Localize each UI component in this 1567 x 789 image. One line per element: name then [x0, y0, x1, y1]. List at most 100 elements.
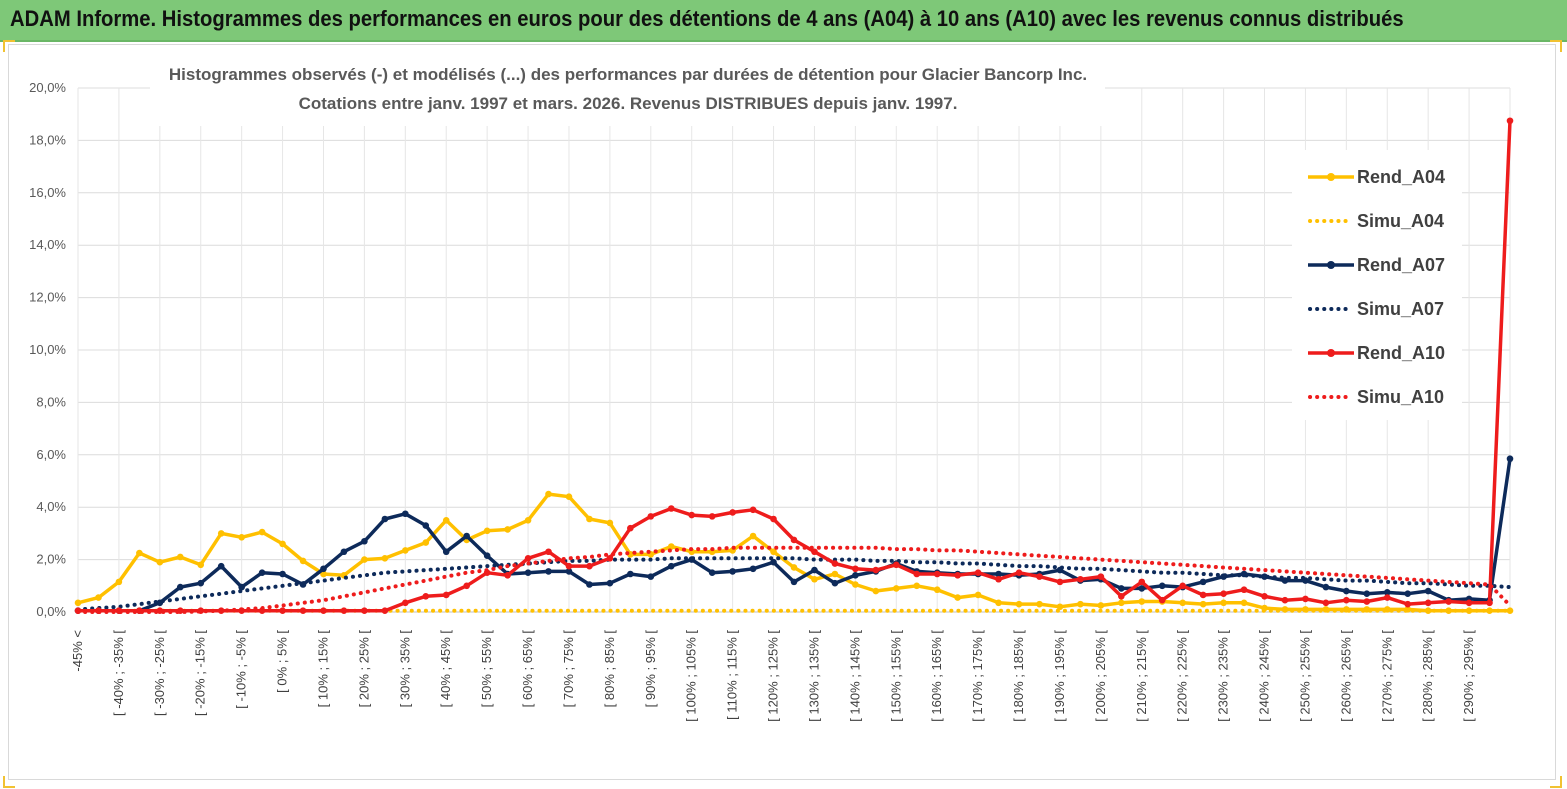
x-tick-label: [ -10% ; -5% [ [234, 630, 249, 709]
data-point-rend-a07 [381, 515, 389, 523]
legend-background [1292, 150, 1462, 420]
data-point-rend-a04 [279, 540, 286, 548]
y-tick-label: 2,0% [36, 552, 66, 567]
data-point-rend-a04 [913, 582, 921, 590]
data-point-rend-a07 [729, 568, 736, 575]
data-point-rend-a07 [770, 558, 777, 566]
frame-corner-bottom-right [1550, 776, 1562, 788]
data-point-rend-a04 [1036, 600, 1043, 608]
x-tick-label: [ 190% ; 195% [ [1052, 630, 1067, 722]
y-tick-label: 12,0% [29, 290, 66, 305]
data-point-rend-a04 [586, 515, 593, 523]
data-point-rend-a04 [1199, 600, 1207, 608]
data-point-rend-a07 [749, 565, 757, 573]
data-point-rend-a07 [340, 548, 348, 556]
data-point-rend-a10 [627, 524, 634, 532]
data-point-rend-a07 [320, 565, 327, 573]
data-point-rend-a04 [483, 527, 491, 535]
data-point-rend-a04 [1179, 599, 1186, 607]
data-point-rend-a10 [667, 505, 675, 512]
subtitle-background [150, 58, 1105, 126]
x-tick-label: [ 90% ; 95% [ [643, 630, 658, 708]
data-point-rend-a04 [197, 561, 205, 569]
data-point-rend-a10 [545, 548, 552, 556]
legend-marker-rend-a10 [1327, 349, 1335, 357]
data-point-rend-a07 [1322, 583, 1330, 591]
data-point-rend-a10 [504, 572, 511, 579]
chart-subtitle-line2: Cotations entre janv. 1997 et mars. 2026… [299, 94, 958, 113]
legend-label-rend-a10: Rend_A10 [1357, 343, 1445, 363]
y-axis: 0,0% 2,0% 4,0% 6,0% 8,0% 10,0% 12,0% 14,0% 16,0%… [29, 80, 66, 619]
data-point-rend-a04 [770, 548, 777, 556]
data-point-rend-a10 [1363, 598, 1371, 605]
x-tick-label: [ -20% ; -15% [ [193, 630, 208, 716]
data-point-rend-a04 [442, 517, 450, 524]
x-tick-label: [ 20% ; 25% [ [356, 630, 371, 708]
data-point-rend-a04 [136, 549, 143, 557]
data-point-rend-a04 [1220, 599, 1227, 607]
legend-label-simu-a07: Simu_A07 [1357, 299, 1444, 319]
data-point-rend-a07 [1343, 587, 1350, 595]
data-point-rend-a07 [1404, 590, 1412, 597]
data-point-rend-a04 [95, 594, 102, 601]
data-point-rend-a07 [586, 581, 593, 588]
chart-subtitle-line1: Histogrammes observés (-) et modélisés (… [169, 65, 1087, 84]
legend-label-rend-a04: Rend_A04 [1357, 167, 1445, 187]
data-point-rend-a10 [831, 560, 839, 567]
data-point-rend-a10 [1015, 569, 1023, 576]
x-tick-label: [ 140% ; 145% [ [847, 630, 862, 722]
x-tick-label: [ 280% ; 285% [ [1420, 630, 1435, 722]
data-point-rend-a10 [1506, 117, 1514, 125]
data-point-rend-a07 [1158, 582, 1166, 590]
data-point-rend-a07 [852, 572, 859, 579]
report-header: ADAM Informe. Histogrammes des performan… [0, 0, 1567, 42]
data-point-rend-a07 [402, 510, 409, 518]
data-point-rend-a10 [749, 506, 757, 514]
data-point-rend-a07 [811, 566, 818, 574]
data-point-rend-a10 [524, 554, 532, 562]
data-point-rend-a07 [361, 537, 368, 545]
y-tick-label: 14,0% [29, 237, 66, 252]
x-tick-label: [ 10% ; 15% [ [315, 630, 330, 708]
data-point-rend-a10 [647, 513, 655, 520]
report-title: ADAM Informe. Histogrammes des performan… [10, 6, 1404, 31]
data-point-rend-a10 [1424, 599, 1432, 607]
data-point-rend-a04 [565, 493, 573, 501]
data-point-rend-a10 [463, 582, 470, 590]
data-point-rend-a10 [565, 562, 573, 570]
data-point-rend-a07 [463, 532, 470, 540]
data-point-rend-a04 [933, 586, 941, 594]
data-point-rend-a04 [1056, 603, 1064, 611]
data-point-rend-a10 [811, 548, 818, 556]
data-point-rend-a07 [238, 583, 245, 591]
data-point-rend-a07 [1424, 587, 1432, 595]
chart-frame [8, 44, 1556, 780]
frame-corner-bottom-left [3, 776, 15, 788]
x-tick-label: [ 30% ; 35% [ [397, 630, 412, 708]
data-point-rend-a07 [667, 562, 675, 570]
data-point-rend-a10 [974, 569, 982, 576]
data-point-rend-a07 [627, 570, 634, 578]
data-point-rend-a04 [872, 587, 880, 595]
x-tick-label: [ 230% ; 235% [ [1216, 630, 1231, 722]
x-tick-label: [ 150% ; 155% [ [888, 630, 903, 722]
x-tick-label: [ 170% ; 175% [ [970, 630, 985, 722]
data-point-rend-a04 [115, 578, 123, 586]
data-point-rend-a10 [279, 607, 286, 614]
data-point-rend-a07 [708, 569, 716, 576]
data-point-rend-a04 [1077, 600, 1084, 608]
x-tick-label: [ 50% ; 55% [ [479, 630, 494, 708]
legend-marker-rend-a04 [1327, 173, 1335, 181]
data-point-rend-a07 [1199, 578, 1207, 586]
data-point-rend-a07 [545, 568, 552, 575]
data-point-rend-a04 [954, 594, 961, 601]
data-point-rend-a10 [954, 572, 961, 579]
data-point-rend-a07 [565, 568, 573, 575]
data-point-rend-a10 [688, 511, 696, 519]
x-tick-label: [ 180% ; 185% [ [1011, 630, 1026, 722]
data-point-rend-a04 [320, 570, 327, 578]
x-tick-label: [ -30% ; -25% [ [152, 630, 167, 716]
legend-marker-rend-a07 [1327, 261, 1335, 269]
data-point-rend-a04 [299, 557, 307, 565]
